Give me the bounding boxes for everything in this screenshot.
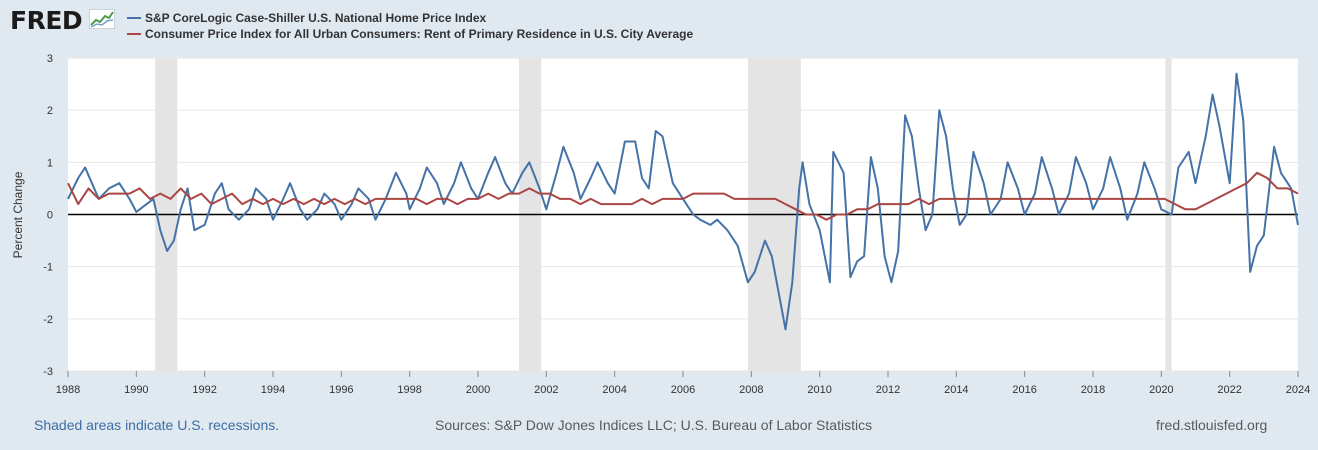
series-lines — [67, 72, 1299, 331]
x-tick-label-3: 1994 — [261, 384, 285, 396]
x-tick-label-7: 2002 — [534, 384, 558, 396]
y-tick-label-1: -2 — [43, 314, 53, 326]
y-tick-label-3: 0 — [47, 210, 53, 222]
legend-label-home-price: S&P CoreLogic Case-Shiller U.S. National… — [145, 11, 487, 25]
x-tick-label-14: 2016 — [1012, 384, 1036, 396]
x-tick-label-16: 2020 — [1149, 384, 1173, 396]
y-axis-ticks: -3 -2 -1 0 1 2 3 — [43, 53, 53, 378]
y-tick-label-0: -3 — [43, 366, 53, 378]
x-tick-label-18: 2024 — [1286, 384, 1310, 396]
y-tick-label-4: 1 — [47, 157, 53, 169]
x-tick-label-11: 2010 — [807, 384, 831, 396]
x-tick-label-10: 2008 — [739, 384, 763, 396]
x-tick-label-0: 1988 — [56, 384, 80, 396]
x-tick-label-13: 2014 — [944, 384, 968, 396]
series-line-home-price — [67, 72, 1299, 331]
site-link[interactable]: fred.stlouisfed.org — [1156, 417, 1268, 433]
line-chart: -3 -2 -1 0 1 2 3 1988 1990 1992 1994 1996 1998 2000 2… — [11, 53, 1310, 396]
sources-note: Sources: S&P Dow Jones Indices LLC; U.S.… — [435, 417, 873, 433]
legend-swatch-home-price — [127, 16, 141, 19]
x-axis-ticks: 1988 1990 1992 1994 1996 1998 2000 2002 2004 2006… — [56, 371, 1310, 396]
legend-item-home-price[interactable]: S&P CoreLogic Case-Shiller U.S. National… — [127, 11, 486, 25]
legend-swatch-rent-cpi — [127, 32, 141, 35]
y-tick-label-2: -1 — [43, 262, 53, 274]
x-tick-label-12: 2012 — [876, 384, 900, 396]
series-line-rent-cpi — [67, 171, 1299, 221]
y-tick-label-5: 2 — [47, 105, 53, 117]
x-tick-label-1: 1990 — [124, 384, 148, 396]
chart-header: FRED S&P CoreLogic Case-Shiller U.S. Nat… — [0, 0, 1318, 50]
x-tick-label-5: 1998 — [397, 384, 421, 396]
y-tick-label-6: 3 — [47, 53, 53, 65]
recession-note: Shaded areas indicate U.S. recessions. — [34, 417, 280, 433]
x-tick-label-4: 1996 — [329, 384, 353, 396]
x-tick-label-9: 2006 — [671, 384, 695, 396]
x-tick-label-2: 1992 — [192, 384, 216, 396]
x-tick-label-6: 2000 — [466, 384, 490, 396]
fred-logo: FRED — [10, 6, 83, 35]
legend-label-rent-cpi: Consumer Price Index for All Urban Consu… — [145, 27, 694, 41]
legend-item-rent-cpi[interactable]: Consumer Price Index for All Urban Consu… — [127, 27, 693, 41]
x-tick-label-8: 2004 — [602, 384, 626, 396]
x-tick-label-15: 2018 — [1081, 384, 1105, 396]
x-tick-label-17: 2022 — [1217, 384, 1241, 396]
y-axis-label: Percent Change — [11, 171, 25, 258]
chart-trend-icon — [89, 9, 115, 29]
